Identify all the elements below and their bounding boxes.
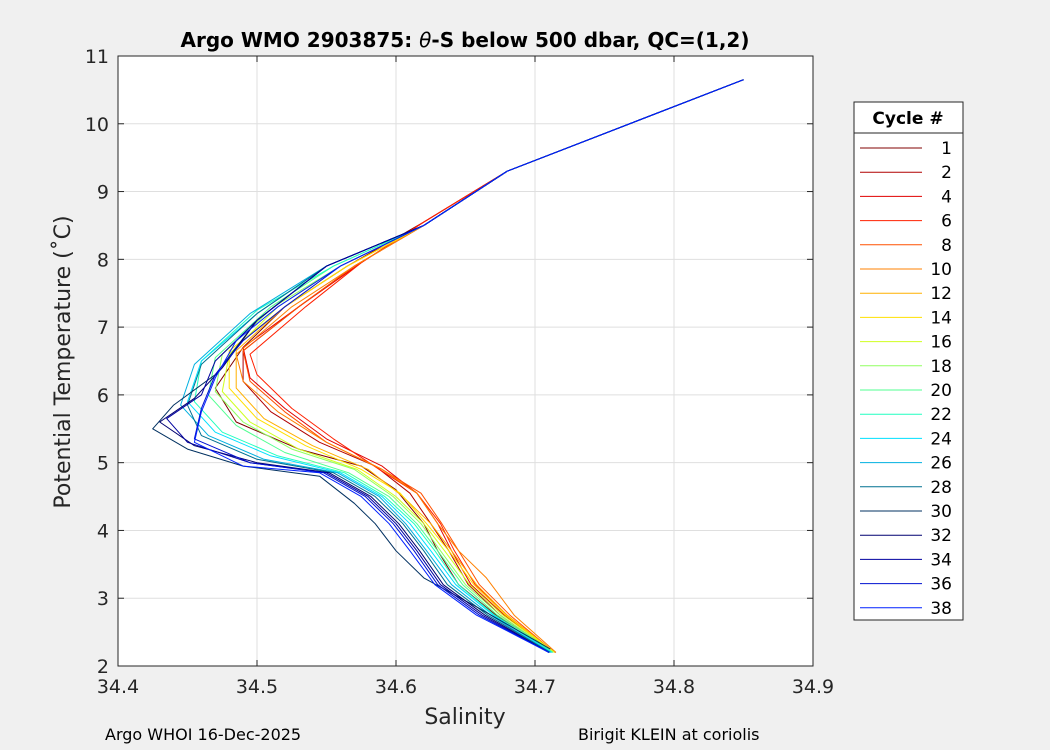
series-line-cycle-38 (193, 79, 744, 653)
x-tick-label: 34.6 (375, 676, 417, 698)
legend-label-cycle-34: 34 (930, 550, 952, 570)
x-axis-ticks: 34.4 34.5 34.6 34.7 34.8 34.9 (97, 56, 834, 698)
legend-label-cycle-32: 32 (930, 526, 952, 546)
plot-frame (117, 55, 814, 667)
legend: Cycle # 12468101214161820222426283032343… (853, 101, 964, 621)
legend-label-cycle-18: 18 (930, 357, 952, 377)
legend-label-cycle-12: 12 (930, 284, 952, 304)
legend-label-cycle-24: 24 (930, 429, 952, 449)
x-tick-label: 34.8 (653, 676, 695, 698)
y-axis-label: Potential Temperature (˚C) (51, 215, 76, 508)
footer-left: Argo WHOI 16-Dec-2025 (105, 725, 302, 744)
y-tick-label: 7 (97, 317, 109, 339)
y-tick-label: 10 (85, 114, 109, 136)
legend-label-cycle-8: 8 (941, 236, 952, 256)
chart-title: Argo WMO 2903875: θ-S below 500 dbar, QC… (181, 28, 750, 52)
series-lines (152, 79, 744, 653)
legend-label-cycle-38: 38 (930, 599, 952, 619)
legend-label-cycle-2: 2 (941, 163, 952, 183)
series-line-cycle-14 (228, 79, 744, 653)
series-line-cycle-10 (235, 79, 744, 653)
x-axis-label: Salinity (424, 705, 505, 730)
legend-title: Cycle # (872, 109, 943, 129)
y-tick-label: 2 (97, 656, 109, 678)
series-line-cycle-22 (193, 79, 744, 653)
legend-label-cycle-36: 36 (930, 575, 952, 595)
x-tick-label: 34.5 (236, 676, 278, 698)
footer-right: Birigit KLEIN at coriolis (578, 725, 760, 744)
legend-label-cycle-26: 26 (930, 454, 952, 474)
y-tick-label: 9 (97, 182, 109, 204)
legend-label-cycle-10: 10 (930, 260, 952, 280)
series-line-cycle-34 (166, 79, 744, 653)
x-tick-label: 34.7 (514, 676, 556, 698)
legend-label-cycle-4: 4 (941, 187, 952, 207)
legend-label-cycle-16: 16 (930, 333, 952, 353)
legend-label-cycle-28: 28 (930, 478, 952, 498)
legend-label-cycle-1: 1 (941, 139, 952, 159)
y-tick-label: 4 (97, 520, 109, 542)
legend-box (853, 101, 964, 621)
x-tick-label: 34.9 (792, 676, 834, 698)
y-tick-label: 3 (97, 588, 109, 610)
y-axis-ticks: 2 3 4 5 6 7 8 9 10 11 (85, 46, 813, 678)
grid-lines (118, 56, 813, 666)
y-tick-label: 6 (97, 385, 109, 407)
x-tick-label: 34.4 (97, 676, 139, 698)
legend-label-cycle-30: 30 (930, 502, 952, 522)
y-tick-label: 11 (85, 46, 109, 68)
y-tick-label: 8 (97, 249, 109, 271)
legend-label-cycle-20: 20 (930, 381, 952, 401)
legend-label-cycle-14: 14 (930, 308, 952, 328)
y-tick-label: 5 (97, 453, 109, 475)
legend-label-cycle-22: 22 (930, 405, 952, 425)
legend-label-cycle-6: 6 (941, 212, 952, 232)
